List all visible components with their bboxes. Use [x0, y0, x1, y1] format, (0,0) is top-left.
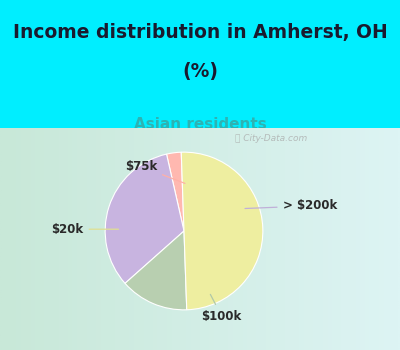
Text: ⓘ City-Data.com: ⓘ City-Data.com: [235, 134, 308, 143]
Text: (%): (%): [182, 62, 218, 81]
Wedge shape: [105, 154, 184, 284]
Wedge shape: [181, 152, 263, 310]
Text: $75k: $75k: [125, 160, 185, 183]
Wedge shape: [125, 231, 187, 310]
Wedge shape: [166, 152, 184, 231]
Text: $100k: $100k: [202, 294, 242, 323]
Text: Income distribution in Amherst, OH: Income distribution in Amherst, OH: [13, 23, 387, 42]
Text: > $200k: > $200k: [245, 199, 337, 212]
Text: $20k: $20k: [52, 223, 118, 236]
Text: Asian residents: Asian residents: [134, 117, 266, 132]
